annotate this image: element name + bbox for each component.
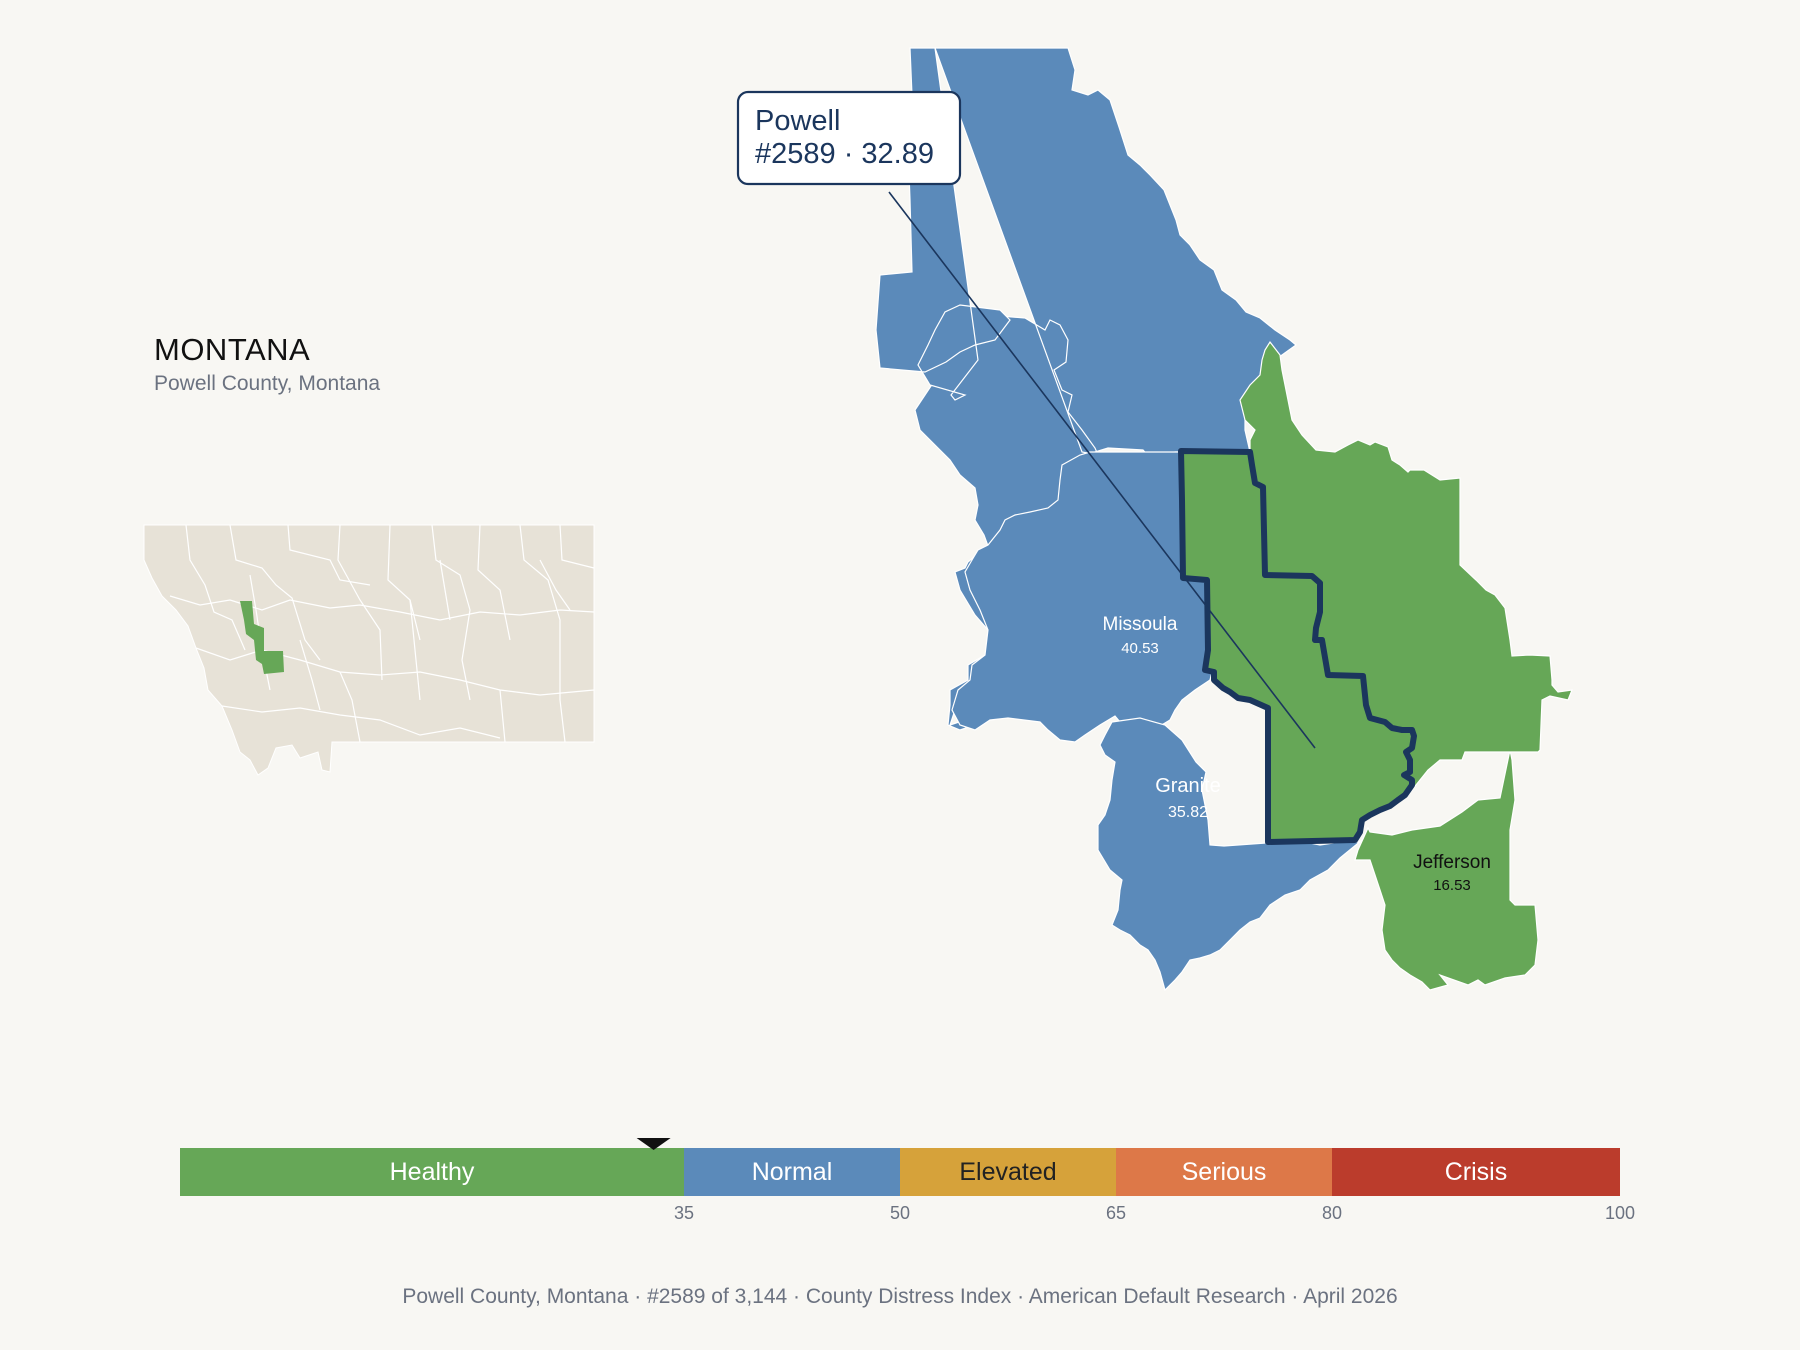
scale-label-crisis: Crisis — [1445, 1158, 1508, 1186]
scale-label-serious: Serious — [1182, 1158, 1267, 1186]
county-callout[interactable]: Powell #2589 · 32.89 — [736, 90, 962, 186]
county-label-jefferson-score: 16.53 — [1433, 877, 1471, 894]
county-powell-highlighted[interactable] — [1178, 448, 1417, 845]
callout-county-name: Powell — [755, 105, 840, 137]
scale-tick-35: 35 — [674, 1203, 694, 1223]
county-label-granite-score: 35.82 — [1168, 804, 1208, 821]
scale-band-crisis — [1332, 1148, 1620, 1196]
county-label-jefferson-name: Jefferson — [1413, 852, 1491, 873]
scale-label-elevated: Elevated — [959, 1158, 1056, 1186]
scale-tick-80: 80 — [1322, 1203, 1342, 1223]
inset-powell-highlight — [240, 601, 284, 674]
footer-credits: Powell County, Montana · #2589 of 3,144 … — [402, 1285, 1398, 1308]
callout-leader-line — [888, 191, 1316, 749]
scale-marker — [636, 1138, 671, 1150]
inset-state-map — [143, 524, 595, 776]
distress-scale: Healthy Normal Elevated Serious Crisis 35 50 65… — [180, 1138, 1635, 1223]
state-title: MONTANA — [154, 332, 311, 367]
county-granite[interactable] — [1097, 717, 1363, 992]
scale-tick-65: 65 — [1106, 1203, 1126, 1223]
scale-band-normal — [684, 1148, 900, 1196]
scale-tick-50: 50 — [890, 1203, 910, 1223]
scale-band-serious — [1116, 1148, 1332, 1196]
county-label-missoula-name: Missoula — [1103, 614, 1178, 635]
county-labels: Missoula 40.53 Granite 35.82 Jefferson 1… — [1103, 614, 1491, 894]
scale-tick-100: 100 — [1605, 1203, 1635, 1223]
county-jefferson[interactable] — [1354, 749, 1539, 991]
callout-box — [736, 90, 962, 186]
county-shapes — [875, 47, 1573, 992]
inset-county-lines — [169, 524, 595, 743]
county-label-missoula-score: 40.53 — [1121, 640, 1159, 657]
callout-rank-score: #2589 · 32.89 — [755, 138, 934, 170]
scale-band-healthy — [180, 1148, 684, 1196]
scale-band-elevated — [900, 1148, 1116, 1196]
scale-label-normal: Normal — [752, 1158, 833, 1186]
county-label-granite-name: Granite — [1155, 775, 1221, 797]
inset-state-shape — [143, 524, 595, 776]
scale-label-healthy: Healthy — [390, 1158, 475, 1186]
county-subtitle: Powell County, Montana — [154, 372, 381, 395]
